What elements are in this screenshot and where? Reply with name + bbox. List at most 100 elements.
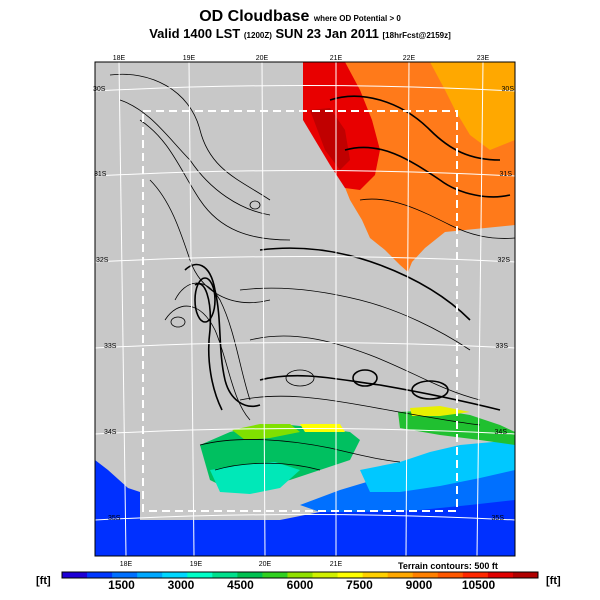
lat-label-right: 31S <box>500 171 513 178</box>
contour-line <box>259 374 501 411</box>
latitude-line <box>95 85 515 92</box>
lon-label-top: 18E <box>113 55 126 62</box>
lon-label-top: 22E <box>403 55 416 62</box>
inner-domain-box <box>142 110 458 512</box>
colorbar-tick-label: 7500 <box>346 578 373 592</box>
colorbar-segment <box>87 572 113 578</box>
contour-line <box>199 439 401 463</box>
colorbar-segment <box>262 572 288 578</box>
contour-line <box>239 287 471 351</box>
terrain-contour-note: Terrain contours: 500 ft <box>398 561 498 571</box>
colorbar-segment <box>412 572 439 578</box>
colorbar-segment <box>337 572 364 578</box>
forecast-info: [18hrFcst@2159z] <box>382 31 451 40</box>
valid-time: Valid 1400 LST <box>149 26 241 41</box>
valid-date: SUN 23 Jan 2011 <box>275 26 379 41</box>
colorbar-segment <box>62 572 88 578</box>
cloudbase-yellow-orange <box>430 62 515 150</box>
lon-label-bottom: 18E <box>120 561 133 568</box>
contour-line <box>344 146 511 198</box>
latitude-line <box>95 170 515 177</box>
contour-ring <box>285 369 315 387</box>
contour-line <box>249 335 481 401</box>
lon-label-bottom: 19E <box>190 561 203 568</box>
cloudbase-dark-red <box>310 108 350 170</box>
lon-label-bottom: 20E <box>259 561 272 568</box>
lat-label-left: 33S <box>104 343 117 350</box>
contour-ring <box>194 277 216 323</box>
lat-label-right: 35S <box>492 515 505 522</box>
cloudbase-yellow-patch <box>300 424 345 432</box>
latitude-line <box>95 256 515 263</box>
colorbar-segment <box>287 572 314 578</box>
contour-line <box>329 95 501 161</box>
contour-line <box>194 282 223 411</box>
contour-line <box>174 282 251 401</box>
lat-lon-grid <box>95 62 515 556</box>
colorbar-segment <box>162 572 188 578</box>
latitude-line <box>95 514 515 521</box>
colorbar-segment <box>437 572 464 578</box>
colorbar-tick-label: 1500 <box>108 578 135 592</box>
contour-line <box>239 395 481 426</box>
colorbar-border <box>61 571 539 579</box>
contour-line <box>164 305 251 421</box>
longitude-line <box>261 62 266 556</box>
colorbar-segment <box>512 572 539 578</box>
colorbar-tick-label: 9000 <box>405 578 433 592</box>
cloudbase-lime-patch <box>232 424 300 440</box>
lat-label-left: 30S <box>93 86 106 93</box>
contour-ring <box>249 200 261 210</box>
contour-line <box>214 462 321 471</box>
contour-line <box>184 263 261 407</box>
contour-ring <box>170 316 186 328</box>
lon-label-top: 19E <box>183 55 196 62</box>
colorbar <box>62 572 539 578</box>
longitude-line <box>405 62 410 556</box>
contour-ring <box>411 380 449 400</box>
colorbar-segment <box>212 572 238 578</box>
colorbar-unit-right: [ft] <box>546 575 561 587</box>
chart-title: OD Cloudbase where OD Potential > 0 <box>0 8 600 26</box>
lat-label-left: 32S <box>96 257 109 264</box>
contour-line <box>139 119 291 241</box>
colorbar-segment <box>462 572 489 578</box>
contour-line <box>149 179 271 303</box>
lon-label-bottom: 21E <box>330 561 343 568</box>
colorbar-segment <box>487 572 514 578</box>
chart-subtitle: Valid 1400 LST (1200Z) SUN 23 Jan 2011 [… <box>0 26 600 41</box>
colorbar-tick-label: 6000 <box>286 578 314 592</box>
colorbar-segment <box>112 572 138 578</box>
latitude-labels-right: 30S 31S 32S 33S 34S 35S <box>492 86 515 522</box>
contour-line <box>109 73 271 201</box>
lat-label-right: 33S <box>496 343 509 350</box>
colorbar-segment <box>312 572 339 578</box>
contour-line <box>259 247 471 321</box>
title-suffix: where OD Potential > 0 <box>313 14 401 23</box>
longitude-line <box>188 62 195 556</box>
longitude-line <box>118 62 127 556</box>
lat-label-right: 30S <box>502 86 515 93</box>
lon-label-top: 20E <box>256 55 269 62</box>
longitude-labels-bottom: 18E 19E 20E 21E <box>120 561 343 568</box>
colorbar-segment <box>387 572 414 578</box>
map-border <box>94 61 516 557</box>
colorbar-unit-left: [ft] <box>36 575 51 587</box>
colorbar-segment <box>187 572 213 578</box>
colorbar-tick-label: 10500 <box>461 578 496 592</box>
lat-label-right: 34S <box>495 429 508 436</box>
contour-line <box>359 198 515 239</box>
cloudbase-teal-band <box>210 462 300 494</box>
lat-label-left: 31S <box>94 171 107 178</box>
contour-ring <box>352 369 378 387</box>
colorbar-segment <box>137 572 163 578</box>
lat-label-right: 32S <box>498 257 511 264</box>
latitude-line <box>95 428 515 435</box>
latitude-labels-left: 30S 31S 32S 33S 34S 35S <box>93 86 121 522</box>
colorbar-segment <box>237 572 263 578</box>
utc-time: (1200Z) <box>243 31 272 40</box>
lon-label-top: 21E <box>330 55 343 62</box>
data-layer <box>95 62 515 556</box>
lat-label-left: 34S <box>104 429 117 436</box>
title-text: OD Cloudbase <box>199 8 310 25</box>
